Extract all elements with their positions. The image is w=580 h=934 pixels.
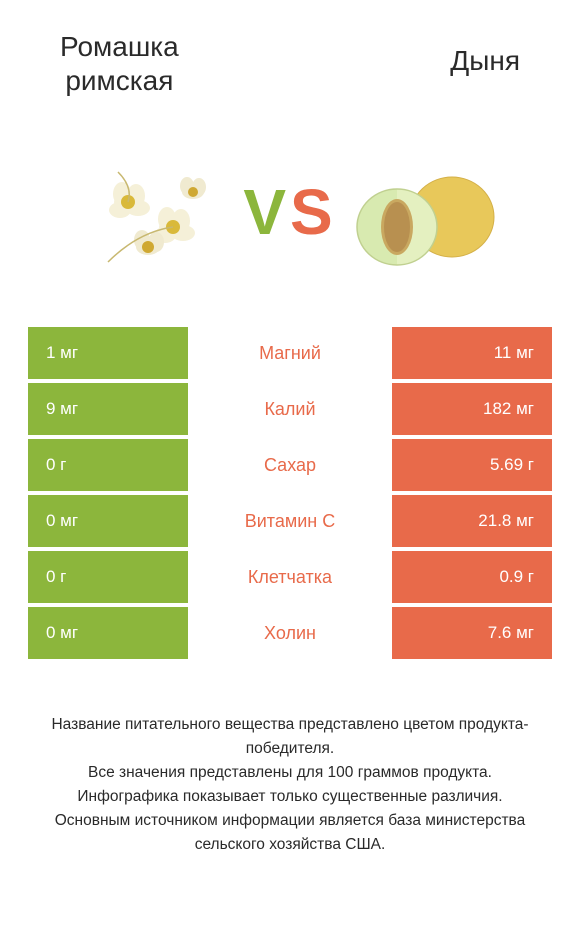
- value-right: 182 мг: [392, 383, 552, 435]
- table-row: 0 гКлетчатка0.9 г: [28, 551, 552, 603]
- product-image-right: [337, 127, 507, 297]
- footer-line: Название питательного вещества представл…: [30, 713, 550, 761]
- comparison-table: 1 мгМагний11 мг9 мгКалий182 мг0 гСахар5.…: [0, 327, 580, 659]
- footer-line: Основным источником информации является …: [30, 809, 550, 857]
- vs-label: VS: [243, 175, 336, 249]
- header: Ромашка римская Дыня: [0, 0, 580, 107]
- vs-s: S: [290, 176, 337, 248]
- footer-line: Все значения представлены для 100 граммо…: [30, 761, 550, 785]
- footer-line: Инфографика показывает только существенн…: [30, 785, 550, 809]
- product-title-right: Дыня: [450, 30, 520, 97]
- nutrient-label: Калий: [188, 383, 392, 435]
- value-right: 7.6 мг: [392, 607, 552, 659]
- value-left: 9 мг: [28, 383, 188, 435]
- nutrient-label: Витамин C: [188, 495, 392, 547]
- melon-icon: [342, 132, 502, 292]
- value-left: 0 мг: [28, 495, 188, 547]
- value-left: 1 мг: [28, 327, 188, 379]
- nutrient-label: Клетчатка: [188, 551, 392, 603]
- value-left: 0 мг: [28, 607, 188, 659]
- nutrient-label: Сахар: [188, 439, 392, 491]
- value-right: 0.9 г: [392, 551, 552, 603]
- product-image-left: [73, 127, 243, 297]
- nutrient-label: Холин: [188, 607, 392, 659]
- value-right: 21.8 мг: [392, 495, 552, 547]
- vs-v: V: [243, 176, 290, 248]
- table-row: 1 мгМагний11 мг: [28, 327, 552, 379]
- vs-row: VS: [0, 107, 580, 327]
- product-title-left: Ромашка римская: [60, 30, 179, 97]
- table-row: 0 мгХолин7.6 мг: [28, 607, 552, 659]
- footer-notes: Название питательного вещества представл…: [0, 663, 580, 857]
- value-right: 5.69 г: [392, 439, 552, 491]
- table-row: 9 мгКалий182 мг: [28, 383, 552, 435]
- nutrient-label: Магний: [188, 327, 392, 379]
- chamomile-icon: [78, 132, 238, 292]
- value-right: 11 мг: [392, 327, 552, 379]
- value-left: 0 г: [28, 439, 188, 491]
- value-left: 0 г: [28, 551, 188, 603]
- table-row: 0 мгВитамин C21.8 мг: [28, 495, 552, 547]
- table-row: 0 гСахар5.69 г: [28, 439, 552, 491]
